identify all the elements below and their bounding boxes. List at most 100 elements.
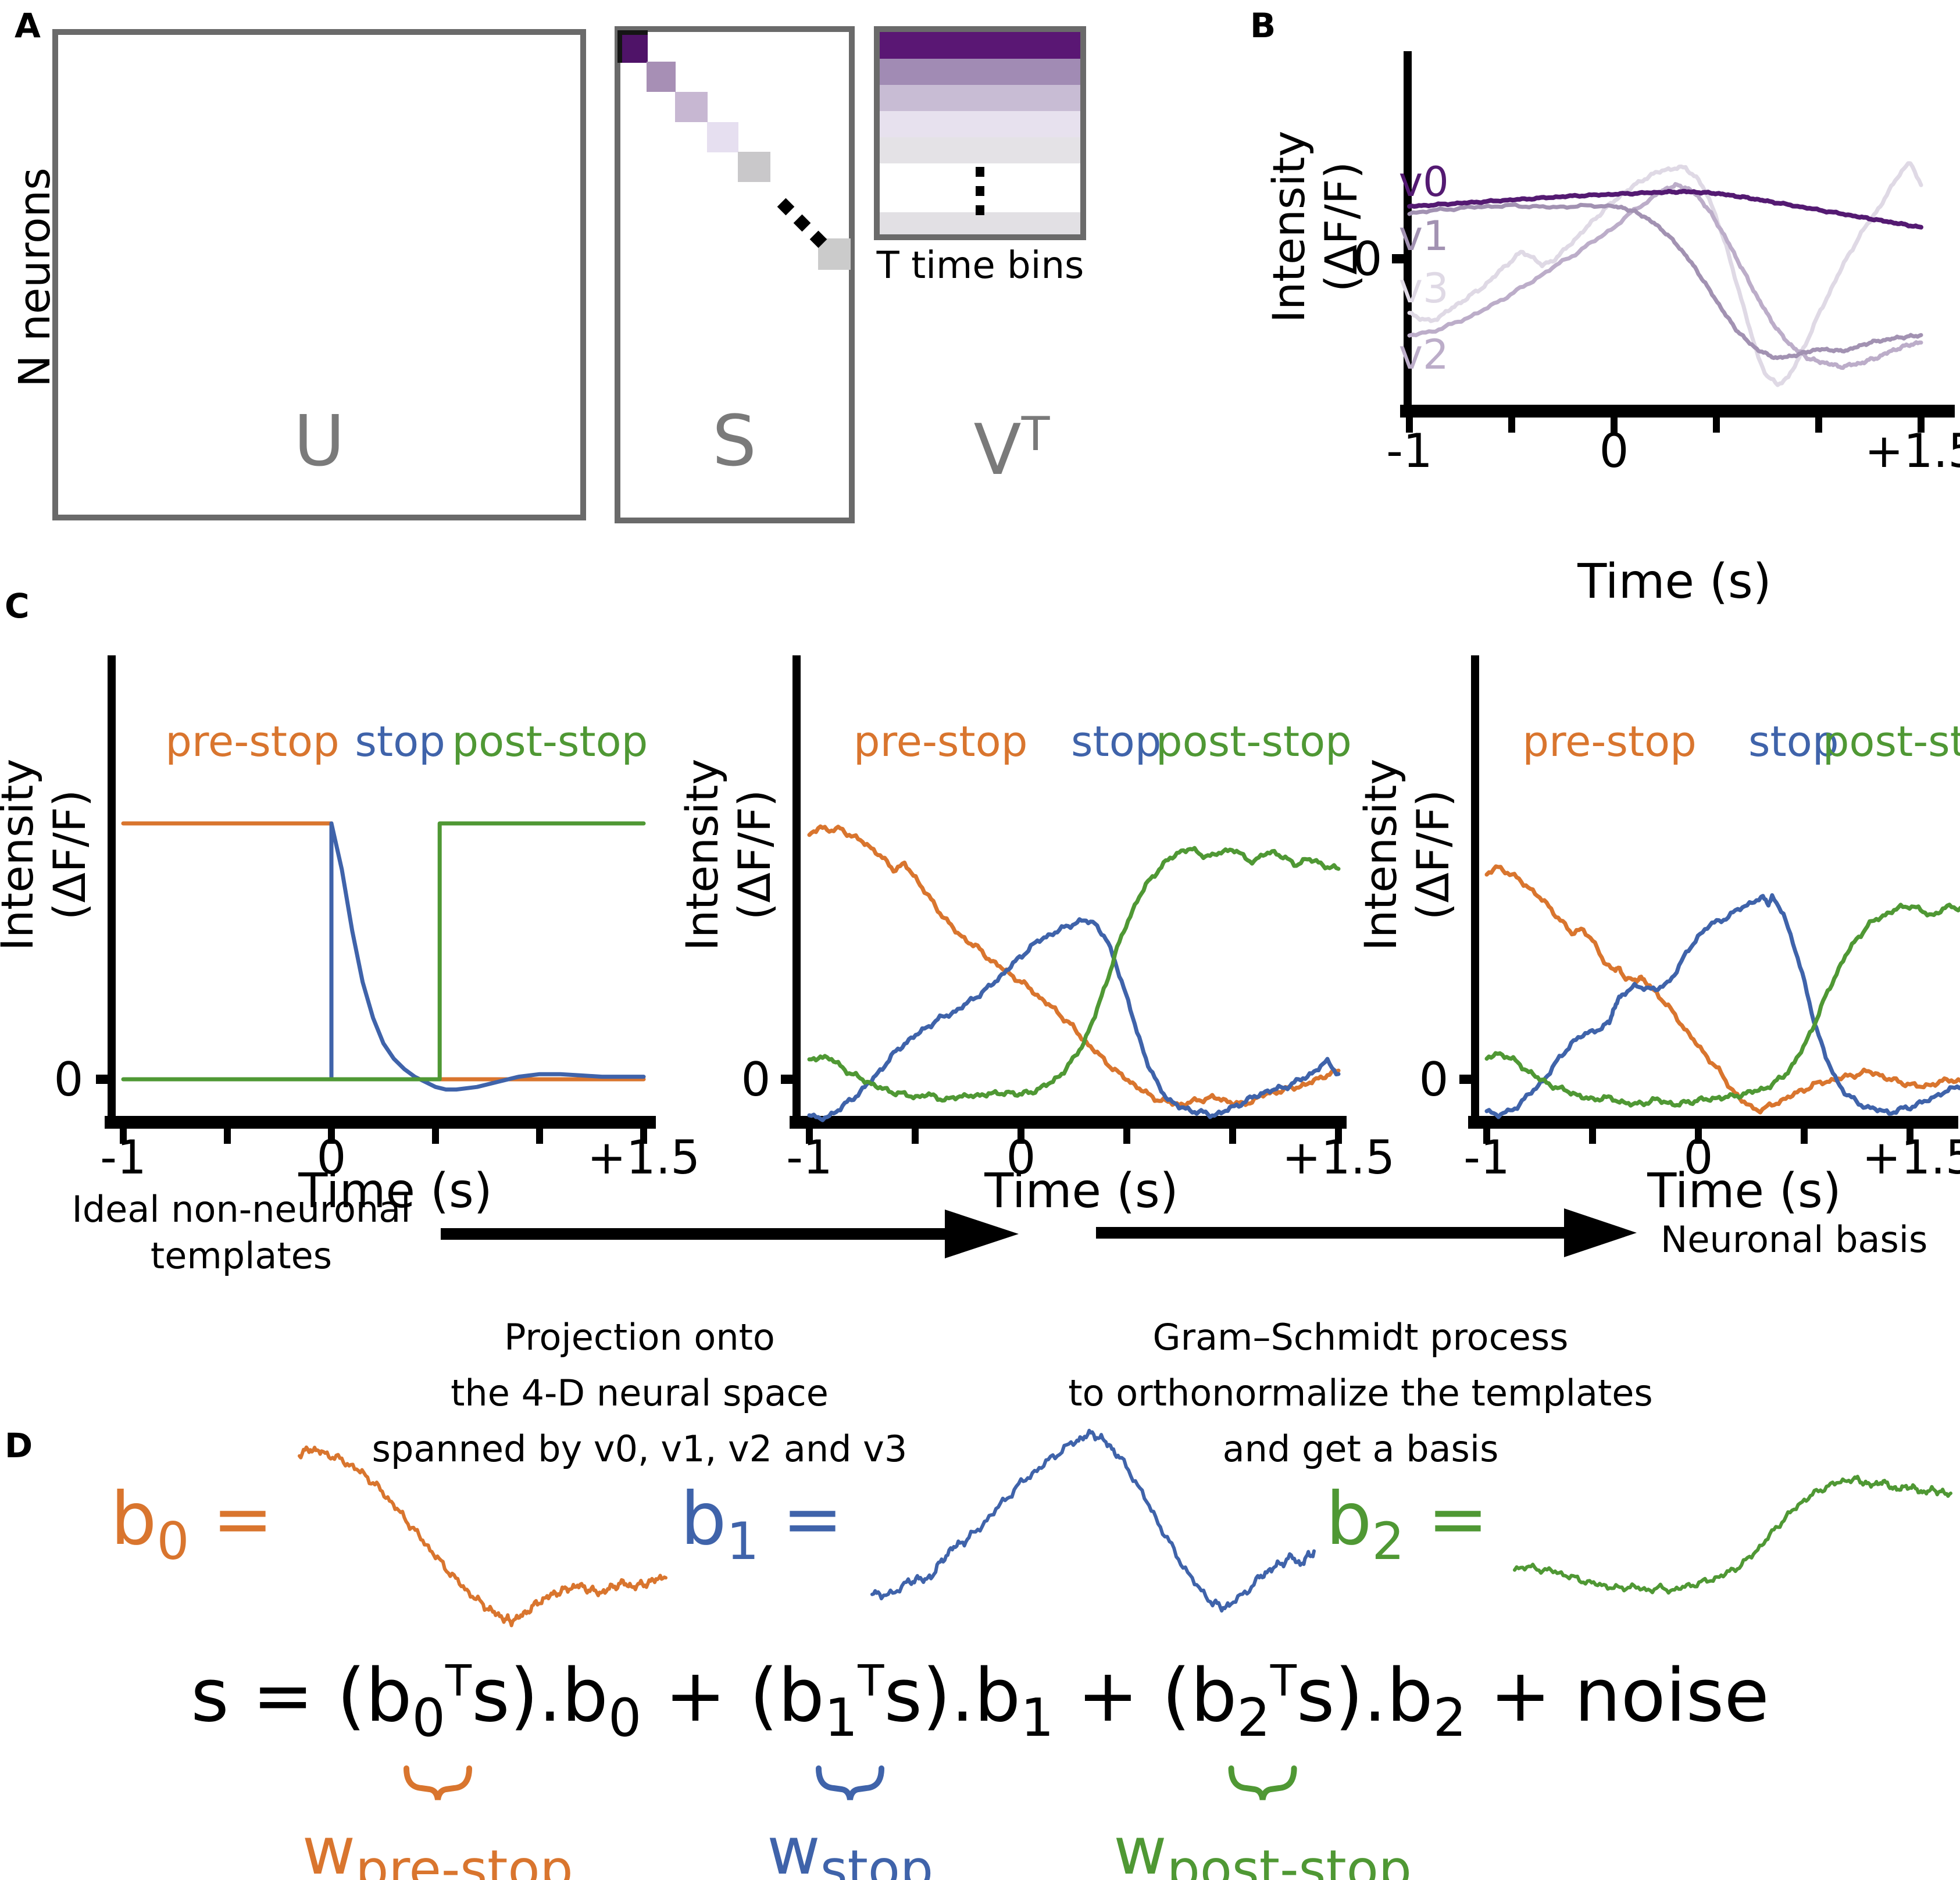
trace-pre-stop	[807, 824, 1341, 1108]
x-tick-mark	[1335, 1129, 1342, 1144]
x-axis-title: Time (s)	[1577, 554, 1771, 609]
panel-c-label: C	[5, 586, 30, 626]
trace-stop	[1484, 893, 1960, 1119]
legend-pre-stop: pre-stop	[1522, 717, 1697, 766]
x-tick-label: -1	[786, 1130, 833, 1185]
u-matrix-letter: U	[294, 401, 345, 482]
trace-v0	[1407, 188, 1923, 230]
x-axis-title: Time (s)	[984, 1164, 1178, 1219]
panel-d-b2-trace	[1513, 1475, 1952, 1595]
trace-label-v1: v1	[1399, 212, 1449, 260]
panel-b-ylabel: Intensity (ΔF/F)	[1263, 130, 1367, 323]
y-zero-tick-mark	[781, 1075, 792, 1084]
trace-b1	[870, 1429, 1316, 1613]
under-brace-icon	[403, 1765, 472, 1800]
panel-a-label: A	[15, 6, 41, 45]
s-singular-value-block	[647, 62, 676, 92]
s-matrix-box	[615, 26, 855, 523]
y-zero-tick-mark	[1459, 1075, 1471, 1084]
s-singular-value-block	[738, 152, 770, 182]
trace-stop	[329, 821, 646, 1092]
equation-term-2: (b2Ts) wpost-stop .b2	[1113, 1653, 1466, 1880]
legend-pre-stop: pre-stop	[165, 717, 340, 766]
weight-annotation-pre-stop: wpre-stop	[302, 1765, 573, 1880]
y-zero-tick-mark	[1392, 254, 1404, 263]
s-matrix-letter: S	[712, 401, 757, 482]
x-tick-mark	[1406, 418, 1413, 433]
vt-row-band	[880, 212, 1080, 234]
x-axis-spine	[1400, 405, 1955, 418]
ideal-templates-caption: Ideal non-neuronal templates	[72, 1188, 411, 1277]
trace-stop	[807, 917, 1341, 1122]
trace-pre-stop	[1484, 864, 1960, 1115]
vt-ellipsis-dot	[976, 186, 984, 196]
legend-post-stop: post-stop	[1156, 717, 1352, 766]
x-tick-label: +1.5	[1862, 1130, 1960, 1185]
y-zero-tick-mark	[96, 1075, 108, 1084]
x-tick-mark	[806, 1129, 813, 1144]
trace-label-v3: v3	[1399, 265, 1449, 312]
projection-caption: Projection onto the 4-D neural space spann…	[372, 1316, 908, 1470]
x-tick-mark	[120, 1129, 127, 1144]
x-tick-mark	[1801, 1129, 1808, 1144]
vt-matrix-box	[874, 26, 1086, 240]
y-zero-label: 0	[54, 1053, 84, 1107]
x-tick-mark	[1589, 1129, 1596, 1144]
gram-schmidt-caption: Gram–Schmidt process to orthonormalize th…	[1068, 1316, 1653, 1470]
vt-matrix-letter: VT	[959, 407, 1064, 491]
vt-letter-v: V	[973, 410, 1022, 491]
y-zero-label: 0	[1419, 1053, 1449, 1107]
x-tick-mark	[1018, 1129, 1024, 1144]
b0-label: b0 =	[110, 1477, 273, 1571]
x-tick-label: +1.5	[1282, 1130, 1395, 1185]
x-axis-title: Time (s)	[1647, 1164, 1841, 1219]
vt-row-band	[880, 111, 1080, 137]
weight-label-stop: wstop	[767, 1813, 934, 1880]
projection-arrow-icon	[441, 1210, 1019, 1258]
t-time-bins-label: T time bins	[876, 244, 1084, 287]
legend-stop: stop	[1071, 717, 1162, 766]
equation-term-1: (b1Ts) wstop .b1	[749, 1653, 1054, 1880]
s-singular-value-block	[617, 30, 648, 63]
y-axis-spine	[1404, 51, 1412, 418]
weight-annotation-stop: wstop	[767, 1765, 934, 1880]
panel-d-b1-trace	[870, 1429, 1316, 1613]
x-axis-spine	[105, 1116, 656, 1129]
legend-post-stop: post-stop	[1823, 717, 1960, 766]
vt-row-band	[880, 85, 1080, 111]
x-tick-mark	[1611, 418, 1618, 433]
x-axis-spine	[790, 1116, 1347, 1129]
b2-label: b2 =	[1326, 1477, 1488, 1571]
x-tick-mark	[1907, 1129, 1913, 1144]
weight-label-pre-stop: wpre-stop	[302, 1813, 573, 1880]
trace-b0	[298, 1445, 667, 1628]
x-tick-label: -1	[100, 1130, 147, 1185]
trace-v1	[1407, 202, 1923, 361]
x-tick-label: +1.5	[1865, 424, 1960, 478]
trace-v2	[1407, 182, 1923, 370]
x-tick-label: +1.5	[587, 1130, 700, 1185]
y-axis-spine	[792, 655, 801, 1129]
x-tick-mark	[328, 1129, 335, 1144]
neuronal-basis-label: Neuronal basis	[1661, 1218, 1928, 1261]
weight-label-post-stop: wpost-stop	[1113, 1813, 1412, 1880]
vt-ellipsis-dot	[976, 205, 984, 215]
trace-label-v2: v2	[1399, 331, 1449, 379]
legend-stop: stop	[355, 717, 445, 766]
vt-letter-sup-t: T	[1021, 407, 1050, 461]
y-axis-spine	[1471, 655, 1479, 1129]
decomposition-equation: s = (b0Ts) wpre-stop .b0 + (b1Ts) wstop .b1 …	[0, 1653, 1960, 1880]
under-brace-icon	[816, 1765, 885, 1800]
trace-v3	[1407, 161, 1923, 387]
x-axis-title: Time (s)	[298, 1164, 492, 1219]
x-tick-label: -1	[1463, 1130, 1510, 1185]
x-tick-mark	[536, 1129, 543, 1144]
panel-d-label: D	[5, 1426, 33, 1465]
equation-term-0: (b0Ts) wpre-stop .b0	[302, 1653, 642, 1880]
vt-row-band	[880, 137, 1080, 163]
x-tick-mark	[640, 1129, 647, 1144]
trace-post-stop	[121, 821, 646, 1082]
